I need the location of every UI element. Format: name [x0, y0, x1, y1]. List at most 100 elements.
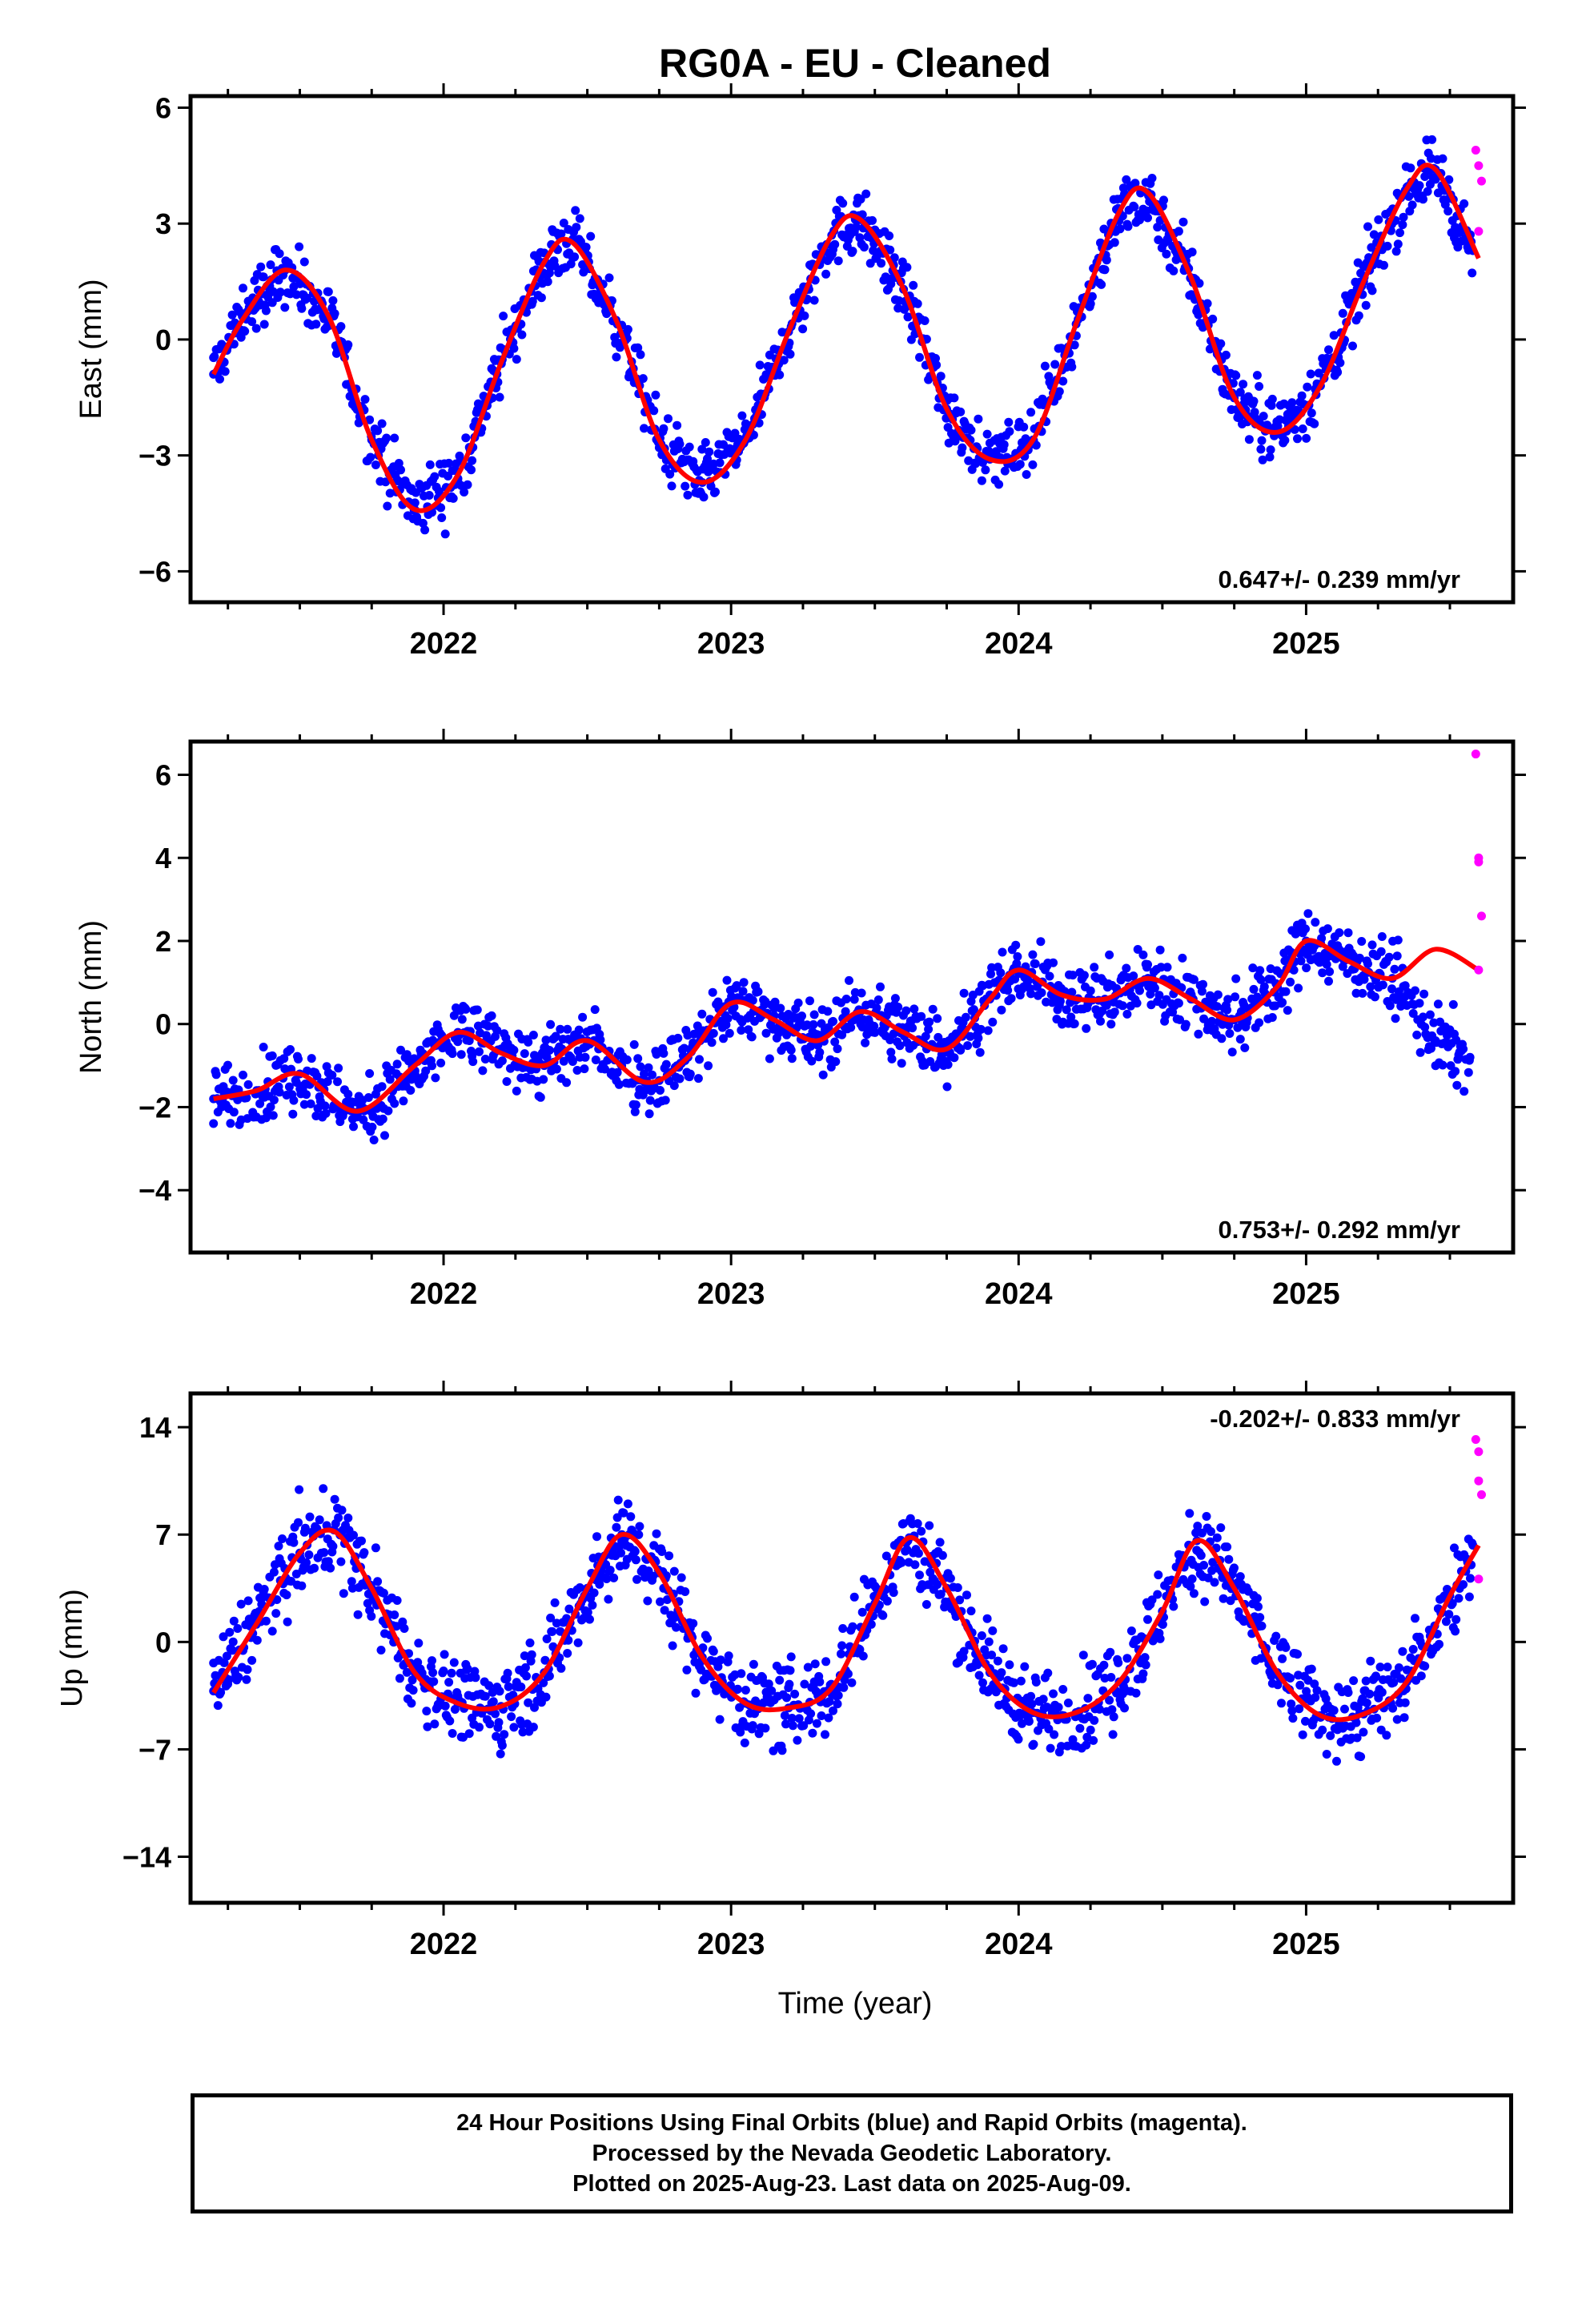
final-orbit-point	[902, 263, 912, 272]
final-orbit-point	[1086, 299, 1095, 308]
final-orbit-point	[722, 975, 732, 985]
final-orbit-point	[430, 1719, 440, 1729]
final-orbit-point	[974, 1671, 984, 1680]
final-orbit-point	[1431, 1035, 1440, 1045]
final-orbit-point	[613, 1495, 623, 1505]
final-orbit-point	[667, 481, 677, 491]
final-orbit-point	[1207, 1527, 1215, 1536]
final-orbit-point	[1199, 979, 1207, 989]
final-orbit-point	[956, 407, 966, 416]
final-orbit-point	[1200, 1597, 1210, 1606]
final-orbit-point	[500, 1730, 509, 1739]
final-orbit-point	[268, 1111, 278, 1120]
final-orbit-point	[1252, 371, 1262, 380]
final-orbit-point	[749, 1659, 758, 1669]
final-orbit-point	[267, 1626, 277, 1636]
final-orbit-point	[631, 1555, 640, 1565]
final-orbit-point	[1086, 986, 1095, 995]
final-orbit-point	[503, 1668, 512, 1678]
final-orbit-point	[861, 1038, 870, 1047]
final-orbit-point	[1174, 999, 1183, 1008]
rapid-orbit-point	[1474, 161, 1484, 171]
final-orbit-point	[1393, 935, 1403, 945]
final-orbit-point	[573, 1638, 583, 1647]
final-orbit-point	[1365, 1689, 1375, 1699]
final-orbit-point	[849, 995, 859, 1004]
final-orbit-point	[1153, 1590, 1162, 1599]
final-orbit-point	[889, 1029, 898, 1039]
final-orbit-point	[631, 1100, 640, 1110]
final-orbit-point	[353, 1610, 363, 1619]
final-orbit-point	[913, 299, 922, 308]
final-orbit-point	[380, 1131, 389, 1140]
final-orbit-point	[1130, 179, 1140, 188]
final-orbit-point	[289, 1096, 299, 1105]
final-orbit-point	[1082, 1023, 1091, 1033]
final-orbit-point	[1178, 953, 1187, 963]
final-orbit-point	[228, 1637, 238, 1647]
final-orbit-point	[934, 1032, 943, 1042]
rapid-orbit-point	[1474, 1574, 1484, 1584]
final-orbit-point	[1286, 1674, 1295, 1683]
final-orbit-point	[725, 1028, 734, 1038]
final-orbit-point	[839, 1683, 849, 1692]
final-orbit-point	[1126, 1626, 1136, 1635]
final-orbit-point	[1294, 983, 1303, 993]
final-orbit-point	[447, 1668, 456, 1678]
final-orbit-point	[1169, 1602, 1178, 1611]
final-orbit-point	[220, 367, 230, 376]
final-orbit-point	[1427, 1043, 1435, 1053]
rapid-orbit-point	[1474, 857, 1484, 866]
final-orbit-point	[800, 1679, 809, 1689]
model-fit-line	[211, 1527, 1481, 1723]
final-orbit-point	[895, 1041, 905, 1051]
final-orbit-point	[1118, 1001, 1127, 1011]
final-orbit-point	[1406, 163, 1415, 173]
final-orbit-point	[806, 1709, 816, 1719]
final-orbit-point	[456, 1050, 466, 1059]
final-orbit-point	[1106, 1019, 1116, 1029]
final-orbit-point	[1026, 408, 1036, 417]
final-orbit-point	[977, 476, 986, 485]
final-orbit-point	[1133, 945, 1142, 954]
final-orbit-point	[445, 1716, 455, 1726]
x-tick-label: 2025	[1272, 1928, 1340, 1961]
final-orbit-point	[1332, 1756, 1341, 1766]
final-orbit-point	[1109, 1712, 1118, 1722]
final-orbit-point	[1141, 1660, 1150, 1670]
final-orbit-point	[697, 444, 707, 454]
final-orbit-point	[379, 1588, 388, 1598]
final-orbit-point	[1046, 1743, 1055, 1753]
final-orbit-point	[1433, 999, 1443, 1009]
final-orbit-point	[1022, 470, 1031, 479]
final-orbit-point	[1147, 174, 1157, 183]
final-orbit-point	[360, 395, 370, 404]
velocity-rate-label: -0.202+/- 0.833 mm/yr	[1210, 1405, 1460, 1433]
final-orbit-point	[376, 1646, 386, 1655]
final-orbit-point	[478, 1066, 488, 1076]
final-orbit-point	[302, 1558, 311, 1567]
final-orbit-point	[1252, 1594, 1262, 1603]
final-orbit-point	[1277, 1699, 1286, 1708]
final-orbit-point	[1024, 1717, 1034, 1726]
final-orbit-point	[1322, 1750, 1331, 1759]
final-orbit-point	[959, 988, 969, 998]
final-orbit-point	[259, 320, 269, 329]
final-orbit-point	[1415, 1047, 1425, 1057]
final-orbit-point	[284, 1082, 294, 1092]
final-orbit-point	[622, 1055, 632, 1064]
final-orbit-point	[889, 1588, 898, 1598]
final-orbit-point	[782, 1030, 792, 1039]
final-orbit-point	[516, 1683, 526, 1691]
final-orbit-point	[961, 1012, 970, 1022]
final-orbit-point	[1444, 175, 1454, 184]
final-orbit-point	[1248, 963, 1258, 973]
final-orbit-point	[539, 1075, 548, 1084]
final-orbit-point	[512, 355, 521, 364]
final-orbit-point	[1256, 975, 1266, 984]
final-orbit-point	[1031, 1678, 1041, 1687]
final-orbit-point	[528, 1723, 538, 1732]
rapid-orbit-point	[1476, 176, 1486, 186]
final-orbit-point	[847, 1678, 857, 1687]
final-orbit-point	[1106, 1673, 1116, 1682]
